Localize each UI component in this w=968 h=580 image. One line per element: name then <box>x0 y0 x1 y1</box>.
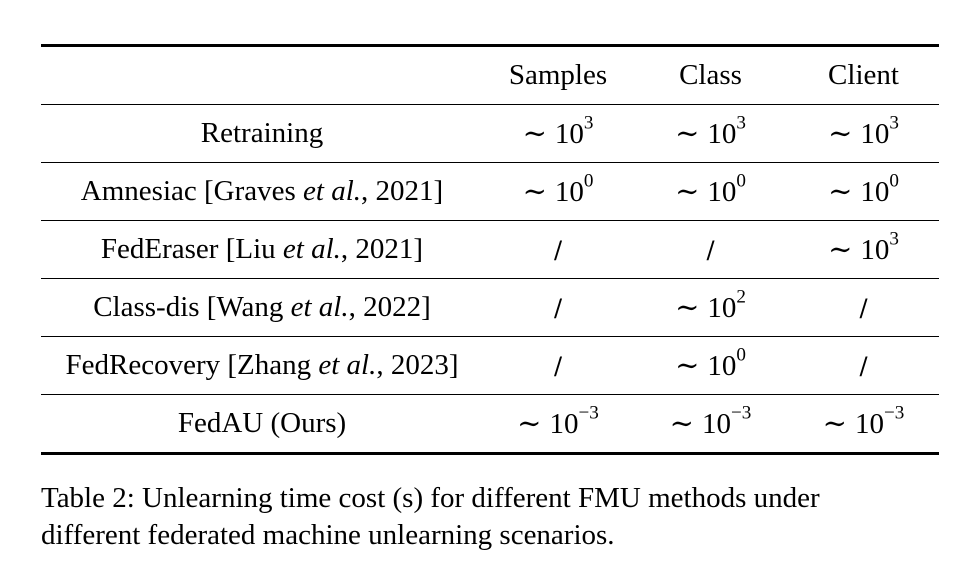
cost-cell: ∼ 103 <box>633 105 788 163</box>
method-citation-year: , 2021] <box>340 233 424 265</box>
method-cell: Retraining <box>41 105 483 163</box>
header-class: Class <box>679 59 742 91</box>
cost-base: 10 <box>554 118 584 150</box>
cost-exponent: 2 <box>736 286 746 308</box>
method-citation-etal: et al. <box>318 349 377 381</box>
not-applicable-cell: / <box>706 235 715 264</box>
cost-base: 10 <box>707 292 737 324</box>
cost-base: 10 <box>860 234 890 266</box>
cost-cell: ∼ 100 <box>788 163 939 221</box>
approx-symbol: ∼ <box>828 234 853 266</box>
table-row: FedEraser [Liu et al., 2021] / / ∼ 103 <box>41 221 939 279</box>
method-citation-etal: et al. <box>303 175 362 207</box>
method-cell: FedEraser [Liu et al., 2021] <box>41 221 483 279</box>
approx-symbol: ∼ <box>675 118 700 150</box>
table-row: Amnesiac [Graves et al., 2021] ∼ 100 ∼ 100 ∼ 1… <box>41 163 939 221</box>
method-citation-etal: et al. <box>290 291 349 323</box>
table-header-row: Samples Class Client <box>41 45 939 105</box>
header-client: Client <box>828 59 899 91</box>
cost-base: 10 <box>707 118 737 150</box>
cost-cell: ∼ 100 <box>633 337 788 395</box>
caption-line-2: different federated machine unlearning s… <box>41 519 615 551</box>
not-applicable-cell: / <box>859 351 868 380</box>
cost-exponent: 0 <box>583 170 594 192</box>
method-citation-year: , 2023] <box>376 349 459 381</box>
method-name: FedRecovery [Zhang <box>65 349 319 381</box>
cost-exponent: 3 <box>736 112 746 134</box>
method-cell: FedAU (Ours) <box>41 395 483 454</box>
method-citation-year: , 2021] <box>361 175 444 207</box>
approx-symbol: ∼ <box>669 408 694 440</box>
method-name: Retraining <box>200 117 324 149</box>
method-cell: Class-dis [Wang et al., 2022] <box>41 279 483 337</box>
method-name: Amnesiac [Graves <box>80 175 304 207</box>
cost-base: 10 <box>554 176 584 208</box>
cost-exponent: 3 <box>889 228 899 250</box>
cost-exponent: 0 <box>736 344 746 366</box>
cost-exponent: 3 <box>889 112 899 134</box>
method-name: Class-dis [Wang <box>93 291 291 323</box>
method-name: FedAU (Ours) <box>177 407 347 439</box>
approx-symbol: ∼ <box>822 408 847 440</box>
cost-cell: ∼ 10−3 <box>483 395 633 454</box>
not-applicable-cell: / <box>553 235 563 264</box>
header-samples: Samples <box>508 59 608 91</box>
cost-base: 10 <box>707 176 737 208</box>
time-cost-table: Samples Class Client Retraining ∼ 103 ∼ 103 ∼… <box>41 44 939 455</box>
cost-cell: ∼ 100 <box>483 163 633 221</box>
cost-cell: ∼ 100 <box>633 163 788 221</box>
approx-symbol: ∼ <box>675 176 700 208</box>
table-row: FedAU (Ours) ∼ 10−3 ∼ 10−3 ∼ 10−3 <box>41 395 939 454</box>
cost-base: 10 <box>860 176 890 208</box>
approx-symbol: ∼ <box>828 118 853 150</box>
table-row: FedRecovery [Zhang et al., 2023] / ∼ 100 / <box>41 337 939 395</box>
cost-base: 10 <box>854 408 884 440</box>
table-row: Retraining ∼ 103 ∼ 103 ∼ 103 <box>41 105 939 163</box>
cost-exponent: −3 <box>578 402 599 424</box>
table-row: Class-dis [Wang et al., 2022] / ∼ 102 / <box>41 279 939 337</box>
cost-exponent: 3 <box>583 112 594 134</box>
method-citation-etal: et al. <box>282 233 341 265</box>
cost-base: 10 <box>549 408 579 440</box>
approx-symbol: ∼ <box>675 350 700 382</box>
header-method <box>41 46 483 105</box>
method-cell: FedRecovery [Zhang et al., 2023] <box>41 337 483 395</box>
not-applicable-cell: / <box>553 293 563 322</box>
method-name: FedEraser [Liu <box>100 233 283 265</box>
results-table-container: Samples Class Client Retraining ∼ 103 ∼ 103 ∼… <box>41 44 939 455</box>
table-caption: Table 2: Unlearning time cost (s) for di… <box>41 480 941 554</box>
approx-symbol: ∼ <box>522 176 547 208</box>
approx-symbol: ∼ <box>675 292 700 324</box>
approx-symbol: ∼ <box>517 408 542 440</box>
cost-base: 10 <box>707 350 737 382</box>
table-body: Retraining ∼ 103 ∼ 103 ∼ 103 Amnesiac [Graves e… <box>41 105 939 454</box>
cost-exponent: −3 <box>883 402 905 424</box>
method-citation-year: , 2022] <box>348 291 431 323</box>
cost-base: 10 <box>701 408 731 440</box>
cost-cell: ∼ 10−3 <box>633 395 788 454</box>
cost-base: 10 <box>860 118 890 150</box>
cost-cell: ∼ 102 <box>633 279 788 337</box>
approx-symbol: ∼ <box>828 176 853 208</box>
cost-cell: ∼ 103 <box>788 221 939 279</box>
approx-symbol: ∼ <box>522 118 547 150</box>
method-cell: Amnesiac [Graves et al., 2021] <box>41 163 483 221</box>
cost-cell: ∼ 103 <box>483 105 633 163</box>
not-applicable-cell: / <box>553 351 563 380</box>
cost-cell: ∼ 103 <box>788 105 939 163</box>
not-applicable-cell: / <box>859 293 868 322</box>
caption-line-1: Table 2: Unlearning time cost (s) for di… <box>41 482 820 514</box>
cost-cell: ∼ 10−3 <box>788 395 939 454</box>
cost-exponent: −3 <box>730 402 752 424</box>
cost-exponent: 0 <box>889 170 899 192</box>
cost-exponent: 0 <box>736 170 746 192</box>
